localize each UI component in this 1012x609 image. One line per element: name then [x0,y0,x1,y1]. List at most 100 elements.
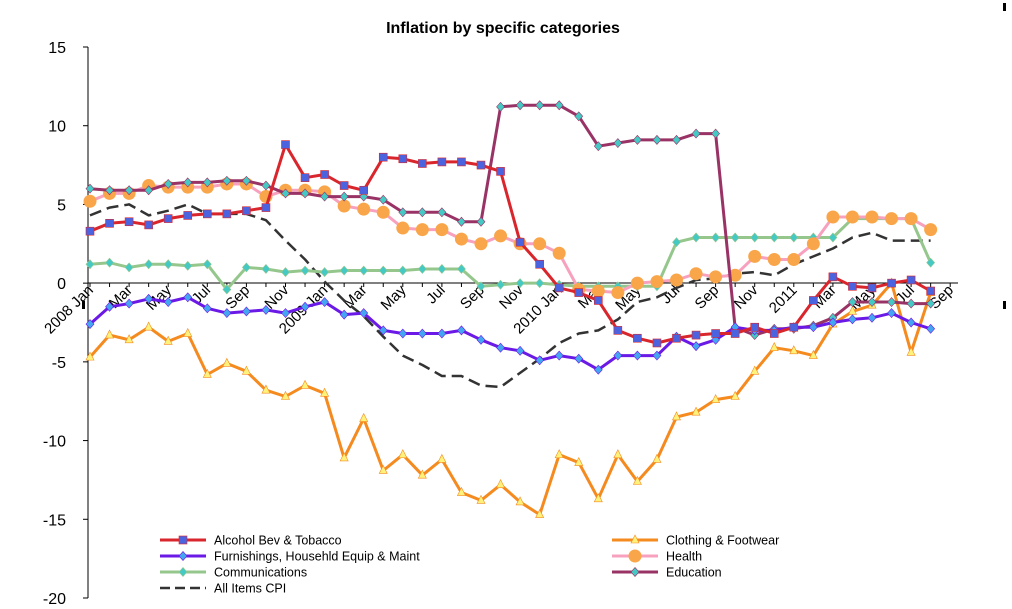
data-point [691,330,701,340]
data-point [435,223,449,237]
data-point [281,390,290,400]
series-layer [83,100,938,518]
data-point [574,353,584,364]
data-point [730,390,740,400]
data-point [163,335,173,345]
data-point [632,134,642,145]
series-1 [85,277,936,518]
data-point [926,257,936,268]
data-point [711,393,721,403]
data-point [418,159,427,168]
data-point [222,209,232,219]
data-point [398,154,408,164]
data-point [105,219,114,228]
data-point [808,322,818,333]
data-point [378,265,388,276]
data-point [261,304,271,315]
data-point [904,212,918,226]
legend-item: Alcohol Bev & Tobacco [160,534,342,548]
data-point [672,333,681,343]
x-tick-label: Mar [340,282,370,312]
legend-label: Education [666,566,722,580]
data-point [848,314,857,325]
data-point [628,549,642,563]
data-point [750,232,760,243]
data-point [85,259,95,270]
data-point [848,297,857,307]
data-point [417,264,427,274]
series-line [89,143,932,345]
data-point [457,216,466,227]
data-point [320,191,330,202]
data-point [105,257,114,268]
data-point [476,160,486,170]
data-point [691,341,701,352]
data-point [476,494,486,504]
data-point [320,170,329,179]
data-point [711,329,720,338]
data-point [437,157,447,167]
data-point [378,194,388,205]
data-point [281,188,290,199]
axis-edge-mark [1003,3,1006,11]
y-tick-label: 10 [48,119,66,136]
data-point [924,223,938,237]
series-line [88,281,933,517]
chart-title: Inflation by specific categories [386,20,620,37]
data-point [202,303,212,314]
data-point [105,301,114,312]
data-point [457,157,466,167]
data-point [456,486,466,496]
data-point [554,350,564,361]
data-point [691,128,701,139]
data-point [417,328,427,339]
data-point [178,551,188,561]
data-point [457,325,466,336]
data-point [593,141,603,152]
data-point [848,281,857,291]
data-point [300,173,310,182]
data-point [300,301,310,312]
data-point [494,229,508,243]
data-point [730,232,740,243]
data-point [515,496,525,506]
data-point [222,308,232,319]
data-point [281,140,290,149]
data-point [867,297,877,307]
data-point [124,298,134,309]
legend-item: Communications [160,566,307,580]
data-point [535,100,545,111]
data-point [496,279,505,290]
data-point [202,177,212,188]
data-point [261,264,271,274]
data-point [359,265,369,276]
data-point [163,214,173,223]
data-point [789,232,799,243]
data-point [144,220,153,230]
data-point [261,384,271,394]
data-point [926,286,935,296]
data-point [652,134,662,145]
data-point [515,237,525,247]
data-point [163,259,173,270]
y-tick-label: 15 [48,40,66,57]
data-point [183,177,193,188]
data-point [222,175,232,186]
series-0 [85,140,935,348]
data-point [163,179,173,189]
data-point [396,221,410,235]
data-point [650,275,664,289]
data-point [630,276,644,290]
data-point [632,350,642,361]
data-point [476,334,486,345]
legend-item: Furnishings, Househld Equip & Maint [160,550,420,564]
axis-edge-mark [82,301,85,309]
data-point [124,217,134,227]
data-point [552,246,566,260]
data-point [593,296,603,305]
data-point [887,297,896,307]
data-point [474,237,488,251]
data-point [339,309,349,320]
data-point [376,205,390,219]
data-point [828,232,838,243]
